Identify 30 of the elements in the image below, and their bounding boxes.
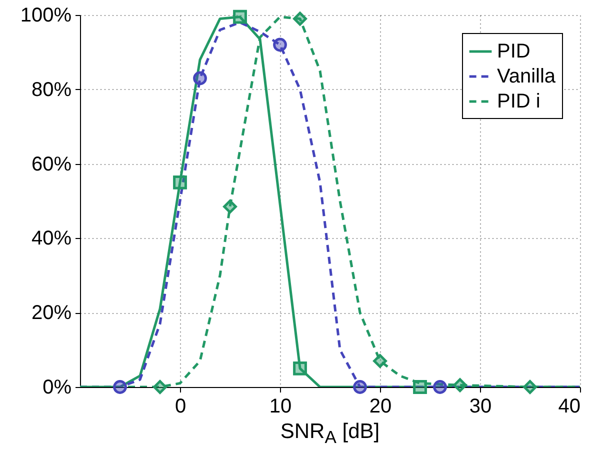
- x-axis-title: SNR$_{A}$ [dB]: [279, 420, 381, 448]
- point: [153, 380, 167, 394]
- x-tick-label: 30: [469, 396, 492, 418]
- y-tick-label: 100%: [20, 4, 72, 26]
- point: [293, 361, 307, 376]
- point: [233, 10, 247, 24]
- x-tick-label: 0: [174, 396, 186, 418]
- legend-label: PID: [497, 40, 530, 62]
- legend-label: PID i: [497, 90, 540, 112]
- point: [193, 71, 207, 86]
- x-tick-label: 40: [558, 396, 580, 418]
- y-tick-label: 40%: [31, 228, 72, 250]
- point: [223, 200, 237, 214]
- point: [273, 38, 287, 52]
- y-tick-label: 60%: [31, 153, 72, 176]
- point: [293, 12, 307, 26]
- y-tick-label: 20%: [31, 302, 72, 324]
- legend-label: Vanilla: [497, 66, 556, 88]
- y-tick-label: 0%: [42, 376, 72, 398]
- point: [453, 378, 467, 392]
- point: [523, 380, 537, 394]
- y-tick-label: 80%: [31, 78, 72, 101]
- point: [113, 380, 127, 394]
- point: [373, 354, 387, 368]
- point: [173, 175, 187, 190]
- point: [353, 380, 367, 394]
- x-tick-label: 20: [369, 396, 392, 418]
- x-tick-label: 10: [269, 396, 292, 418]
- point: [433, 380, 447, 394]
- point: [413, 380, 427, 394]
